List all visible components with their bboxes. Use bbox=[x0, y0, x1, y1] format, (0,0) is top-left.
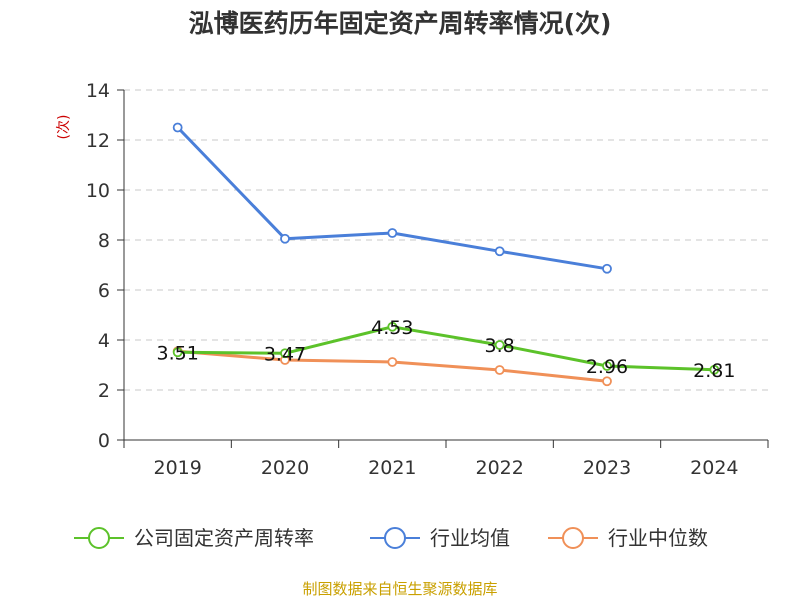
y-tick-label: 4 bbox=[98, 330, 110, 352]
y-tick-label: 14 bbox=[86, 80, 110, 102]
legend-label: 公司固定资产周转率 bbox=[134, 526, 314, 550]
y-tick-label: 10 bbox=[86, 180, 110, 202]
data-label: 2.96 bbox=[586, 356, 628, 378]
series-line bbox=[176, 126, 608, 271]
data-labels: 3.51 3.47 4.53 3.8 2.96 2.81 bbox=[157, 317, 736, 382]
data-label: 4.53 bbox=[371, 317, 413, 339]
data-point bbox=[280, 348, 290, 359]
x-tick-label: 2019 bbox=[153, 457, 201, 479]
legend-item: 行业中位数 bbox=[548, 526, 708, 550]
source-note: 制图数据来自恒生聚源数据库 bbox=[302, 580, 498, 598]
data-point bbox=[602, 361, 612, 371]
x-tick-label: 2024 bbox=[690, 457, 738, 479]
data-point bbox=[709, 364, 720, 375]
legend-swatch-marker bbox=[384, 527, 406, 549]
data-point bbox=[172, 347, 183, 358]
legend-label: 行业中位数 bbox=[608, 526, 708, 550]
y-tick-label: 6 bbox=[98, 280, 110, 302]
axes: 0 2 4 6 8 10 12 14 2019 2020 2021 2022 2023 2024 bbox=[86, 80, 769, 479]
y-tick-label: 0 bbox=[98, 430, 110, 452]
data-label: 3.47 bbox=[264, 343, 306, 365]
data-point bbox=[494, 365, 505, 375]
legend-item: 行业均值 bbox=[370, 526, 510, 550]
x-tick-label: 2021 bbox=[368, 457, 416, 479]
data-point bbox=[387, 228, 398, 238]
series-line bbox=[177, 325, 715, 372]
x-tick-label: 2023 bbox=[583, 457, 631, 479]
x-tick-label: 2020 bbox=[261, 457, 309, 479]
data-label: 3.51 bbox=[157, 342, 199, 364]
data-point bbox=[602, 376, 612, 387]
data-point bbox=[494, 340, 505, 350]
y-tick-label: 12 bbox=[86, 130, 110, 152]
legend-label: 行业均值 bbox=[430, 526, 510, 550]
legend: 公司固定资产周转率 行业均值 行业中位数 bbox=[74, 526, 708, 550]
y-tick-label: 2 bbox=[98, 380, 110, 402]
series-lines bbox=[172, 122, 720, 387]
x-tick-label: 2022 bbox=[475, 457, 523, 479]
legend-swatch-marker bbox=[88, 527, 110, 549]
data-point bbox=[387, 321, 398, 332]
grid-lines bbox=[124, 89, 768, 391]
data-point bbox=[602, 263, 612, 274]
y-tick-label: 8 bbox=[98, 230, 110, 252]
data-point bbox=[494, 246, 505, 257]
chart-title: 泓博医药历年固定资产周转率情况(次) bbox=[188, 9, 612, 38]
data-point bbox=[387, 357, 398, 367]
y-axis-label: (次) bbox=[56, 115, 72, 140]
legend-swatch-marker bbox=[562, 527, 584, 549]
data-point bbox=[172, 122, 183, 133]
data-label: 2.81 bbox=[693, 360, 735, 382]
data-point bbox=[280, 233, 290, 244]
legend-item: 公司固定资产周转率 bbox=[74, 526, 314, 550]
data-label: 3.8 bbox=[485, 335, 515, 357]
